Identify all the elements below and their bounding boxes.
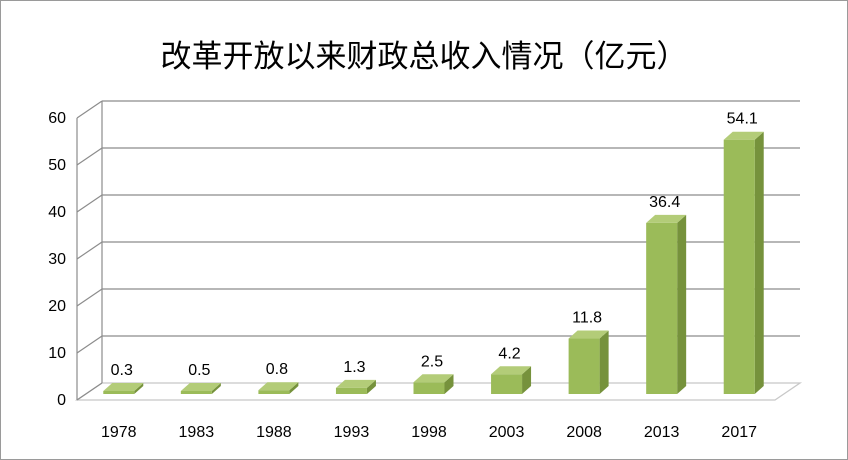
x-tick-label: 2017 xyxy=(721,424,757,441)
bar-top xyxy=(335,379,376,388)
bar-front xyxy=(723,139,755,394)
x-tick-label: 1988 xyxy=(256,424,292,441)
data-label: 2.5 xyxy=(421,353,443,370)
bar-side xyxy=(754,131,764,395)
bar-2013 xyxy=(646,214,687,394)
bar-1988 xyxy=(258,382,299,394)
gridline-diagonal xyxy=(76,147,103,166)
data-label: 4.2 xyxy=(498,345,520,362)
bar-front xyxy=(646,222,678,394)
x-tick-label: 2008 xyxy=(566,424,602,441)
bar-side xyxy=(444,374,454,394)
bar-2017 xyxy=(723,131,764,395)
bar-top xyxy=(103,383,144,391)
bar-1993 xyxy=(335,379,376,394)
bar-side xyxy=(211,383,221,394)
bar-top xyxy=(258,382,299,391)
bar-side xyxy=(599,330,609,394)
x-tick-label: 2003 xyxy=(489,424,525,441)
data-label: 0.8 xyxy=(266,361,288,378)
y-tick-label: 50 xyxy=(48,157,66,174)
bar-front xyxy=(103,391,135,394)
bar-top xyxy=(491,366,532,375)
bar-side xyxy=(522,366,532,394)
data-label: 11.8 xyxy=(572,310,602,327)
bar-side xyxy=(134,383,144,394)
bar-top xyxy=(413,374,454,383)
y-axis-ticks: 0 10 20 30 40 50 60 xyxy=(48,110,66,409)
bar-front xyxy=(491,374,523,394)
y-tick-label: 30 xyxy=(48,251,66,268)
bar-top xyxy=(568,330,609,339)
gridline-diagonal xyxy=(76,335,103,354)
bar-2008 xyxy=(568,330,609,394)
bar-front xyxy=(180,391,212,394)
bar-side xyxy=(366,379,376,394)
y-tick-label: 20 xyxy=(48,298,66,315)
bar-2003 xyxy=(491,366,532,394)
bar-1998 xyxy=(413,374,454,394)
bar-top xyxy=(723,131,764,140)
x-tick-label: 1998 xyxy=(411,424,447,441)
gridline-diagonal xyxy=(76,100,103,119)
bar-front xyxy=(335,387,367,394)
data-label: 1.3 xyxy=(343,359,365,376)
y-tick-label: 60 xyxy=(48,110,66,127)
bar-front xyxy=(413,382,445,394)
bar-front xyxy=(258,390,290,394)
bar-front xyxy=(568,338,600,394)
y-tick-label: 40 xyxy=(48,204,66,221)
bar-top xyxy=(646,214,687,223)
data-label: 54.1 xyxy=(727,111,758,128)
data-label: 36.4 xyxy=(649,194,680,211)
bar-1983 xyxy=(180,383,221,394)
y-tick-label: 10 xyxy=(48,345,66,362)
bar-side xyxy=(289,382,299,394)
gridline-diagonal xyxy=(76,194,103,213)
gridline-diagonal xyxy=(76,241,103,260)
bar-top xyxy=(180,383,221,391)
bar-1978 xyxy=(103,383,144,394)
data-label: 0.5 xyxy=(188,362,210,379)
gridline-diagonal xyxy=(76,382,103,401)
chart-title: 改革开放以来财政总收入情况（亿元） xyxy=(161,39,688,75)
x-tick-label: 1983 xyxy=(179,424,215,441)
data-label: 0.3 xyxy=(111,362,133,379)
x-tick-label: 1993 xyxy=(334,424,370,441)
bar-side xyxy=(677,214,687,394)
x-axis-ticks: 1978 1983 1988 1993 1998 2003 2008 2013 2017 xyxy=(101,424,757,441)
data-labels: 0.3 0.5 0.8 1.3 2.5 4.2 11.8 36.4 54.1 xyxy=(111,111,758,379)
y-tick-label: 0 xyxy=(57,392,66,409)
gridline-diagonal xyxy=(76,288,103,307)
x-tick-label: 2013 xyxy=(644,424,680,441)
x-tick-label: 1978 xyxy=(101,424,137,441)
bars-layer xyxy=(103,131,764,395)
